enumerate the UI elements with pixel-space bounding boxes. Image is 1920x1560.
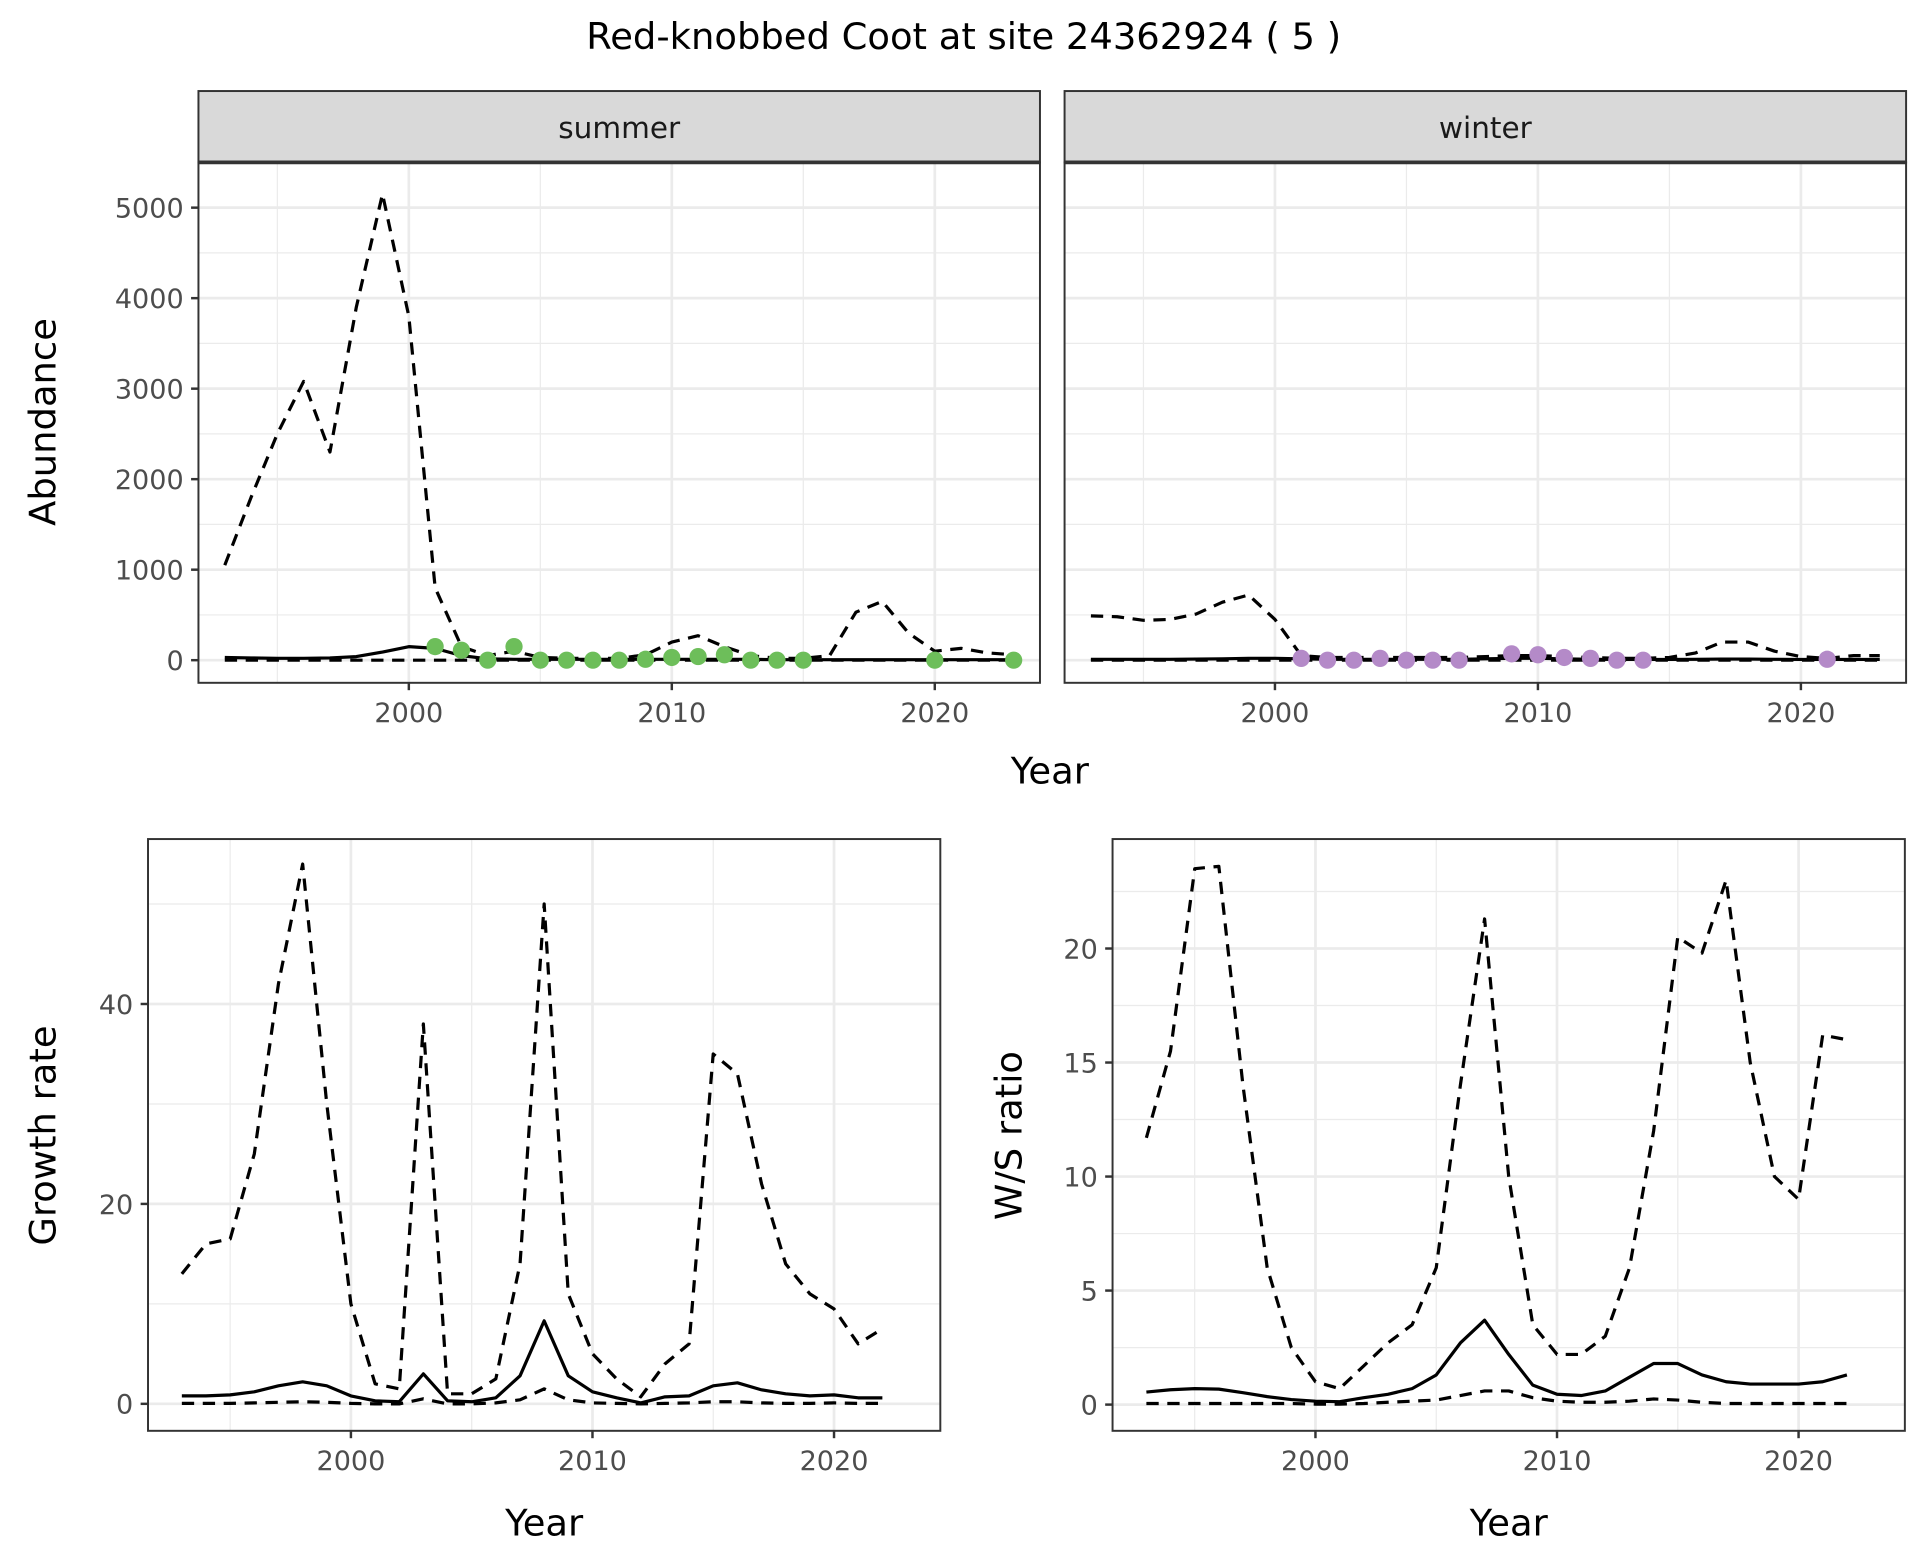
x-tick-label: 2010 [1523, 1446, 1592, 1477]
series-line-mean [1146, 1318, 1848, 1404]
data-point [742, 651, 760, 669]
x-tick-label: 2020 [800, 1446, 869, 1477]
panel-ws_ratio: 2000 2010 2020 0 5 10 15 20 [1063, 838, 1906, 1477]
growth-y-axis-label: Growth rate [22, 1025, 65, 1245]
data-point [689, 647, 707, 666]
y-tick-label: 5 [1081, 1276, 1098, 1307]
y-tick-label: 1000 [115, 556, 184, 587]
data-point [1608, 651, 1626, 669]
plot-background [148, 839, 941, 1431]
facet-strip-label: winter [1439, 111, 1533, 145]
ws-y-axis-label: W/S ratio [988, 1051, 1031, 1220]
y-tick-label: 4000 [115, 284, 184, 315]
data-point [768, 651, 786, 669]
y-tick-label: 20 [99, 1190, 133, 1221]
ws-x-axis-label: Year [1469, 1501, 1549, 1544]
facet-strip-label: summer [558, 111, 681, 145]
data-point [1503, 645, 1521, 663]
facet-strip [197, 90, 1041, 164]
panel-winter: winter 2000 2010 2020 [1063, 90, 1908, 729]
data-point [1397, 651, 1416, 669]
x-tick-label: 2020 [1766, 698, 1835, 729]
y-tick-label: 0 [1081, 1390, 1098, 1421]
data-point [1634, 651, 1652, 669]
x-tick-label: 2020 [1764, 1446, 1833, 1477]
y-tick-label: 10 [1063, 1162, 1097, 1193]
plot-background [1064, 162, 1907, 683]
data-point [1005, 651, 1023, 669]
data-point [426, 637, 444, 656]
data-point [926, 651, 944, 669]
y-tick-label: 20 [1063, 934, 1097, 965]
x-tick-label: 2010 [1504, 698, 1573, 729]
panel-growth: 2000 2010 2020 0 20 40 [99, 838, 942, 1477]
data-point [1318, 651, 1337, 669]
top-y-axis-label: Abundance [22, 318, 65, 526]
chart-title: Red-knobbed Coot at site 24362924 ( 5 ) [586, 15, 1341, 58]
series-line-lower [181, 1387, 883, 1406]
panel-border [147, 838, 942, 1432]
x-tick-label: 2000 [374, 698, 443, 729]
series-line-upper [180, 862, 884, 1399]
x-tick-label: 2000 [1241, 698, 1310, 729]
data-point [1345, 651, 1363, 669]
series-line-mean [181, 1319, 883, 1405]
data-point [558, 651, 576, 669]
y-tick-label: 15 [1063, 1048, 1097, 1079]
data-point [1818, 650, 1836, 668]
data-point [1424, 651, 1442, 669]
data-point [1371, 649, 1389, 667]
x-tick-label: 2010 [637, 698, 706, 729]
plot-background [1112, 839, 1905, 1431]
y-tick-label: 0 [166, 646, 183, 677]
data-point [794, 651, 812, 669]
data-point [1292, 649, 1310, 667]
x-tick-label: 2000 [316, 1446, 385, 1477]
x-tick-label: 2000 [1281, 1446, 1350, 1477]
data-point [1450, 651, 1468, 669]
data-point [1581, 649, 1600, 667]
growth-x-axis-label: Year [504, 1501, 584, 1544]
y-tick-label: 40 [99, 990, 133, 1021]
top-x-axis-label: Year [1010, 750, 1090, 793]
series-line-upper [1090, 593, 1880, 660]
data-point [610, 651, 628, 669]
data-point [1529, 646, 1547, 664]
x-tick-label: 2020 [900, 698, 969, 729]
plot-background [198, 162, 1040, 683]
series-line-lower [1146, 1389, 1847, 1406]
data-point [663, 648, 681, 667]
data-point [1555, 648, 1573, 667]
facet-strip [1063, 90, 1908, 164]
panel-summer: summer 2000 2010 2020 0 1000 2000 3000 4000 5000 [115, 90, 1041, 729]
y-tick-label: 5000 [115, 193, 184, 224]
data-point [479, 651, 497, 669]
data-point [531, 651, 549, 669]
y-tick-label: 3000 [115, 375, 184, 406]
data-point [715, 646, 734, 664]
panel-border [1111, 838, 1906, 1432]
x-tick-label: 2010 [558, 1446, 627, 1477]
data-point [505, 637, 523, 656]
y-tick-label: 0 [116, 1390, 133, 1421]
data-point [636, 650, 655, 668]
series-line-upper [1144, 864, 1848, 1391]
y-tick-label: 2000 [115, 465, 184, 496]
data-point [584, 651, 602, 669]
data-point [452, 641, 471, 659]
